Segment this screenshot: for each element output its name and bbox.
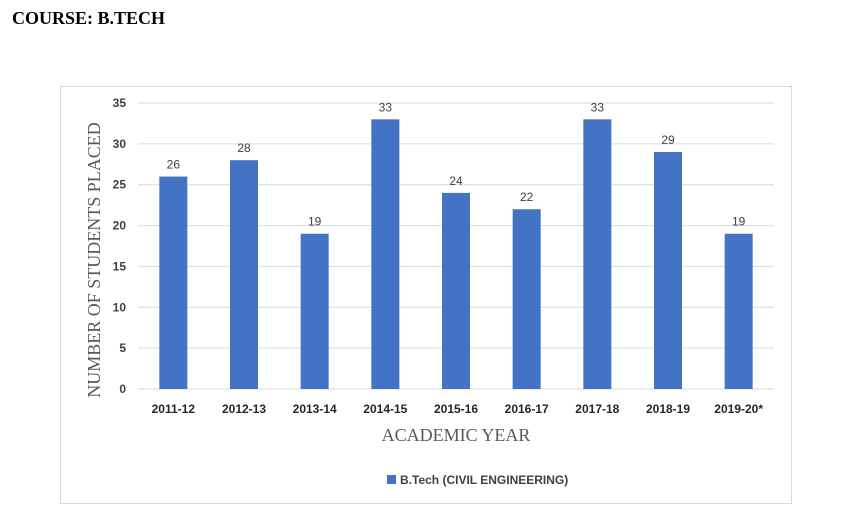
x-tick-labels: 2011-12 2012-13 2013-14 2014-15 2015-16 2016-…: [152, 402, 764, 416]
y-tick-label: 25: [113, 178, 127, 192]
data-label: 22: [520, 190, 534, 204]
page-heading: COURSE: B.TECH: [12, 8, 166, 28]
data-label: 19: [732, 215, 746, 229]
y-tick-label: 10: [113, 300, 127, 314]
y-tick-label: 15: [113, 259, 127, 273]
data-label: 29: [661, 133, 675, 147]
bar: [442, 192, 470, 389]
x-tick-label: 2014-15: [363, 402, 407, 416]
bar: [371, 119, 400, 389]
data-label: 26: [167, 158, 181, 172]
y-tick-label: 30: [113, 137, 127, 151]
x-tick-label: 2019-20*: [714, 402, 763, 416]
bar: [230, 160, 258, 389]
x-tick-label: 2012-13: [222, 402, 266, 416]
x-axis-title: ACADEMIC YEAR: [382, 425, 531, 445]
y-tick-labels: 0 5 10 15 20 25 30 35: [113, 96, 127, 396]
x-tick-label: 2017-18: [575, 402, 619, 416]
bar: [159, 176, 188, 389]
y-axis-title: NUMBER OF STUDENTS PLACED: [84, 122, 104, 398]
y-tick-label: 35: [113, 96, 127, 110]
data-labels: 26 28 19 33 24 22 33 29 19: [167, 100, 746, 228]
legend-label: B.Tech (CIVIL ENGINEERING): [400, 473, 568, 487]
data-label: 28: [237, 141, 251, 155]
x-tick-label: 2016-17: [505, 402, 549, 416]
y-tick-label: 20: [113, 219, 127, 233]
bar: [512, 209, 541, 389]
x-tick-label: 2013-14: [293, 402, 337, 416]
legend-swatch: [387, 475, 396, 484]
bar: [583, 119, 612, 389]
bar: [724, 233, 753, 389]
x-tick-label: 2018-19: [646, 402, 690, 416]
y-tick-label: 5: [119, 341, 126, 355]
legend: B.Tech (CIVIL ENGINEERING): [387, 473, 568, 487]
data-label: 19: [308, 215, 322, 229]
data-label: 24: [449, 174, 463, 188]
bars: [159, 119, 753, 389]
data-label: 33: [591, 100, 605, 114]
x-tick-label: 2011-12: [152, 402, 196, 416]
bar: [300, 233, 329, 389]
x-tick-label: 2015-16: [434, 402, 478, 416]
y-tick-label: 0: [119, 382, 126, 396]
data-label: 33: [379, 100, 393, 114]
bar: [654, 152, 682, 389]
